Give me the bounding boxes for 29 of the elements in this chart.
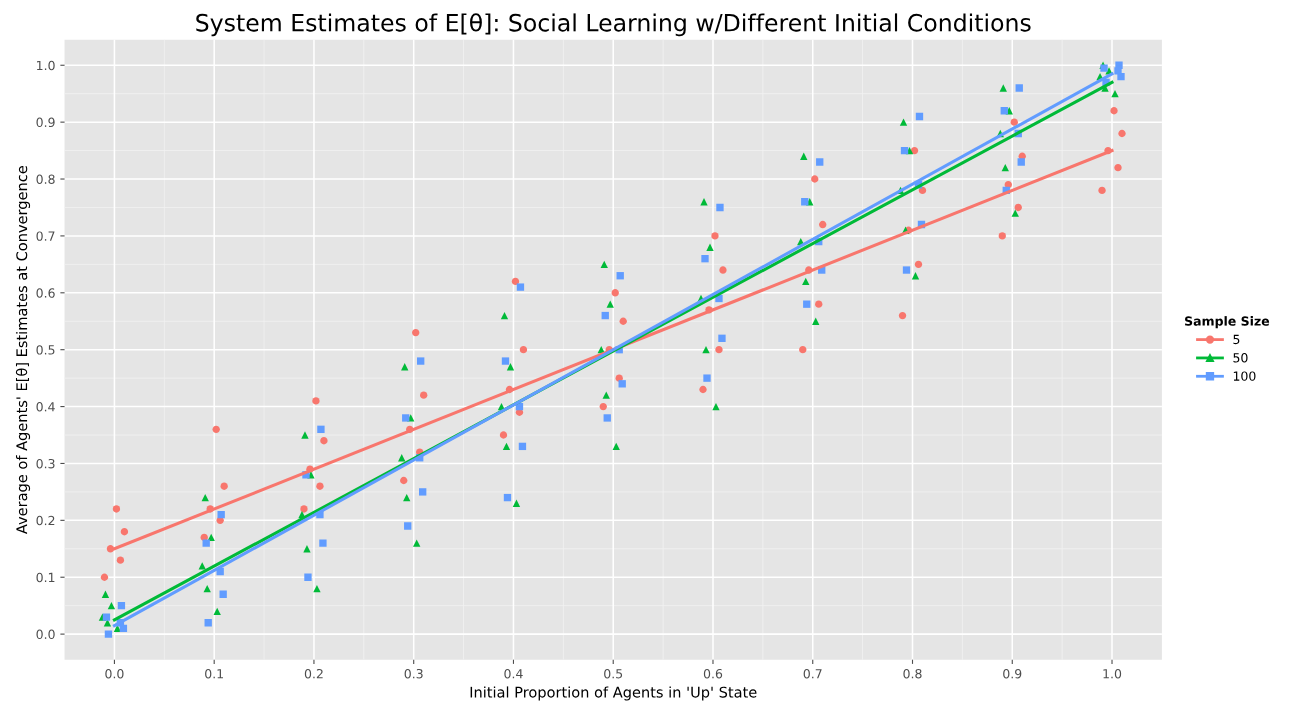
chart-title: System Estimates of E[θ]: Social Learning w/Different Initial Conditions bbox=[196, 13, 1031, 37]
y-tick-label: 0.6 bbox=[36, 288, 55, 298]
y-tick-label: 0.0 bbox=[36, 629, 55, 640]
x-tick-label: 0.2 bbox=[304, 668, 323, 679]
y-tick-label: 0.9 bbox=[36, 117, 55, 128]
x-tick-label: 0.6 bbox=[703, 668, 723, 679]
y-tick-label: 0.5 bbox=[36, 345, 55, 355]
legend-label: 50 bbox=[1233, 353, 1248, 363]
x-axis-title: Initial Proportion of Agents in 'Up' State bbox=[470, 686, 757, 701]
x-tick-label: 0.1 bbox=[205, 668, 223, 679]
y-tick-label: 0.2 bbox=[36, 515, 55, 526]
x-tick-label: 0.5 bbox=[604, 668, 623, 679]
y-tick-label: 0.8 bbox=[36, 174, 55, 184]
y-tick-label: 0.1 bbox=[36, 572, 55, 583]
y-axis-title: Average of Agents' E[θ] Estimates at Convergence bbox=[15, 166, 31, 534]
x-tick-label: 1.0 bbox=[1103, 668, 1122, 679]
x-tick-label: 0.3 bbox=[404, 668, 423, 679]
x-tick-label: 0.4 bbox=[504, 668, 523, 679]
legend-label: 5 bbox=[1233, 334, 1240, 345]
x-tick-label: 0.8 bbox=[903, 668, 922, 679]
y-tick-label: 0.3 bbox=[36, 458, 55, 469]
x-tick-label: 0.7 bbox=[803, 668, 822, 679]
x-tick-label: 0.9 bbox=[1003, 668, 1022, 679]
legend-label: 100 bbox=[1233, 371, 1256, 381]
x-tick-label: 0.0 bbox=[105, 668, 124, 679]
y-tick-label: 1.0 bbox=[37, 60, 55, 71]
y-tick-label: 0.4 bbox=[36, 402, 55, 412]
y-tick-label: 0.7 bbox=[36, 231, 55, 241]
legend-title: Sample Size bbox=[1185, 316, 1270, 329]
